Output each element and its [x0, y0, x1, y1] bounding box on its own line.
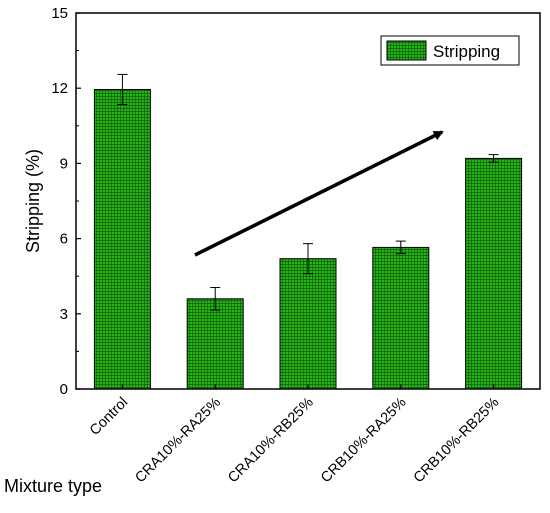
y-tick-label: 6: [60, 231, 68, 248]
x-axis-label: Mixture type: [4, 476, 102, 496]
error-bar-3: [395, 240, 406, 255]
x-tick-label: CRA10%-RA25%: [132, 394, 224, 486]
x-tick-label: CRA10%-RB25%: [225, 394, 317, 486]
bar-0: [93, 89, 151, 390]
y-tick-label: 12: [51, 80, 68, 97]
y-tick-label: 15: [51, 5, 68, 22]
bar-2: [279, 258, 337, 390]
bar-1: [186, 298, 244, 390]
legend-swatch: [386, 40, 427, 61]
bar-4: [465, 157, 523, 390]
y-axis-label: Stripping (%): [23, 149, 43, 253]
bar-3: [372, 246, 430, 390]
error-bar-0: [117, 73, 128, 105]
y-tick-label: 3: [60, 306, 68, 323]
x-tick-label: Control: [87, 395, 131, 439]
y-tick-label: 9: [60, 155, 68, 172]
legend: Stripping: [380, 35, 520, 66]
error-bar-1: [210, 286, 221, 311]
legend-label: Stripping: [433, 42, 500, 61]
x-tick-label: CRB10%-RB25%: [411, 394, 503, 486]
error-bar-2: [303, 243, 313, 275]
x-tick-label: CRB10%-RA25%: [318, 394, 410, 486]
trend-arrow: [194, 130, 444, 257]
y-tick-label: 0: [60, 381, 68, 398]
error-bar-4: [488, 154, 499, 163]
